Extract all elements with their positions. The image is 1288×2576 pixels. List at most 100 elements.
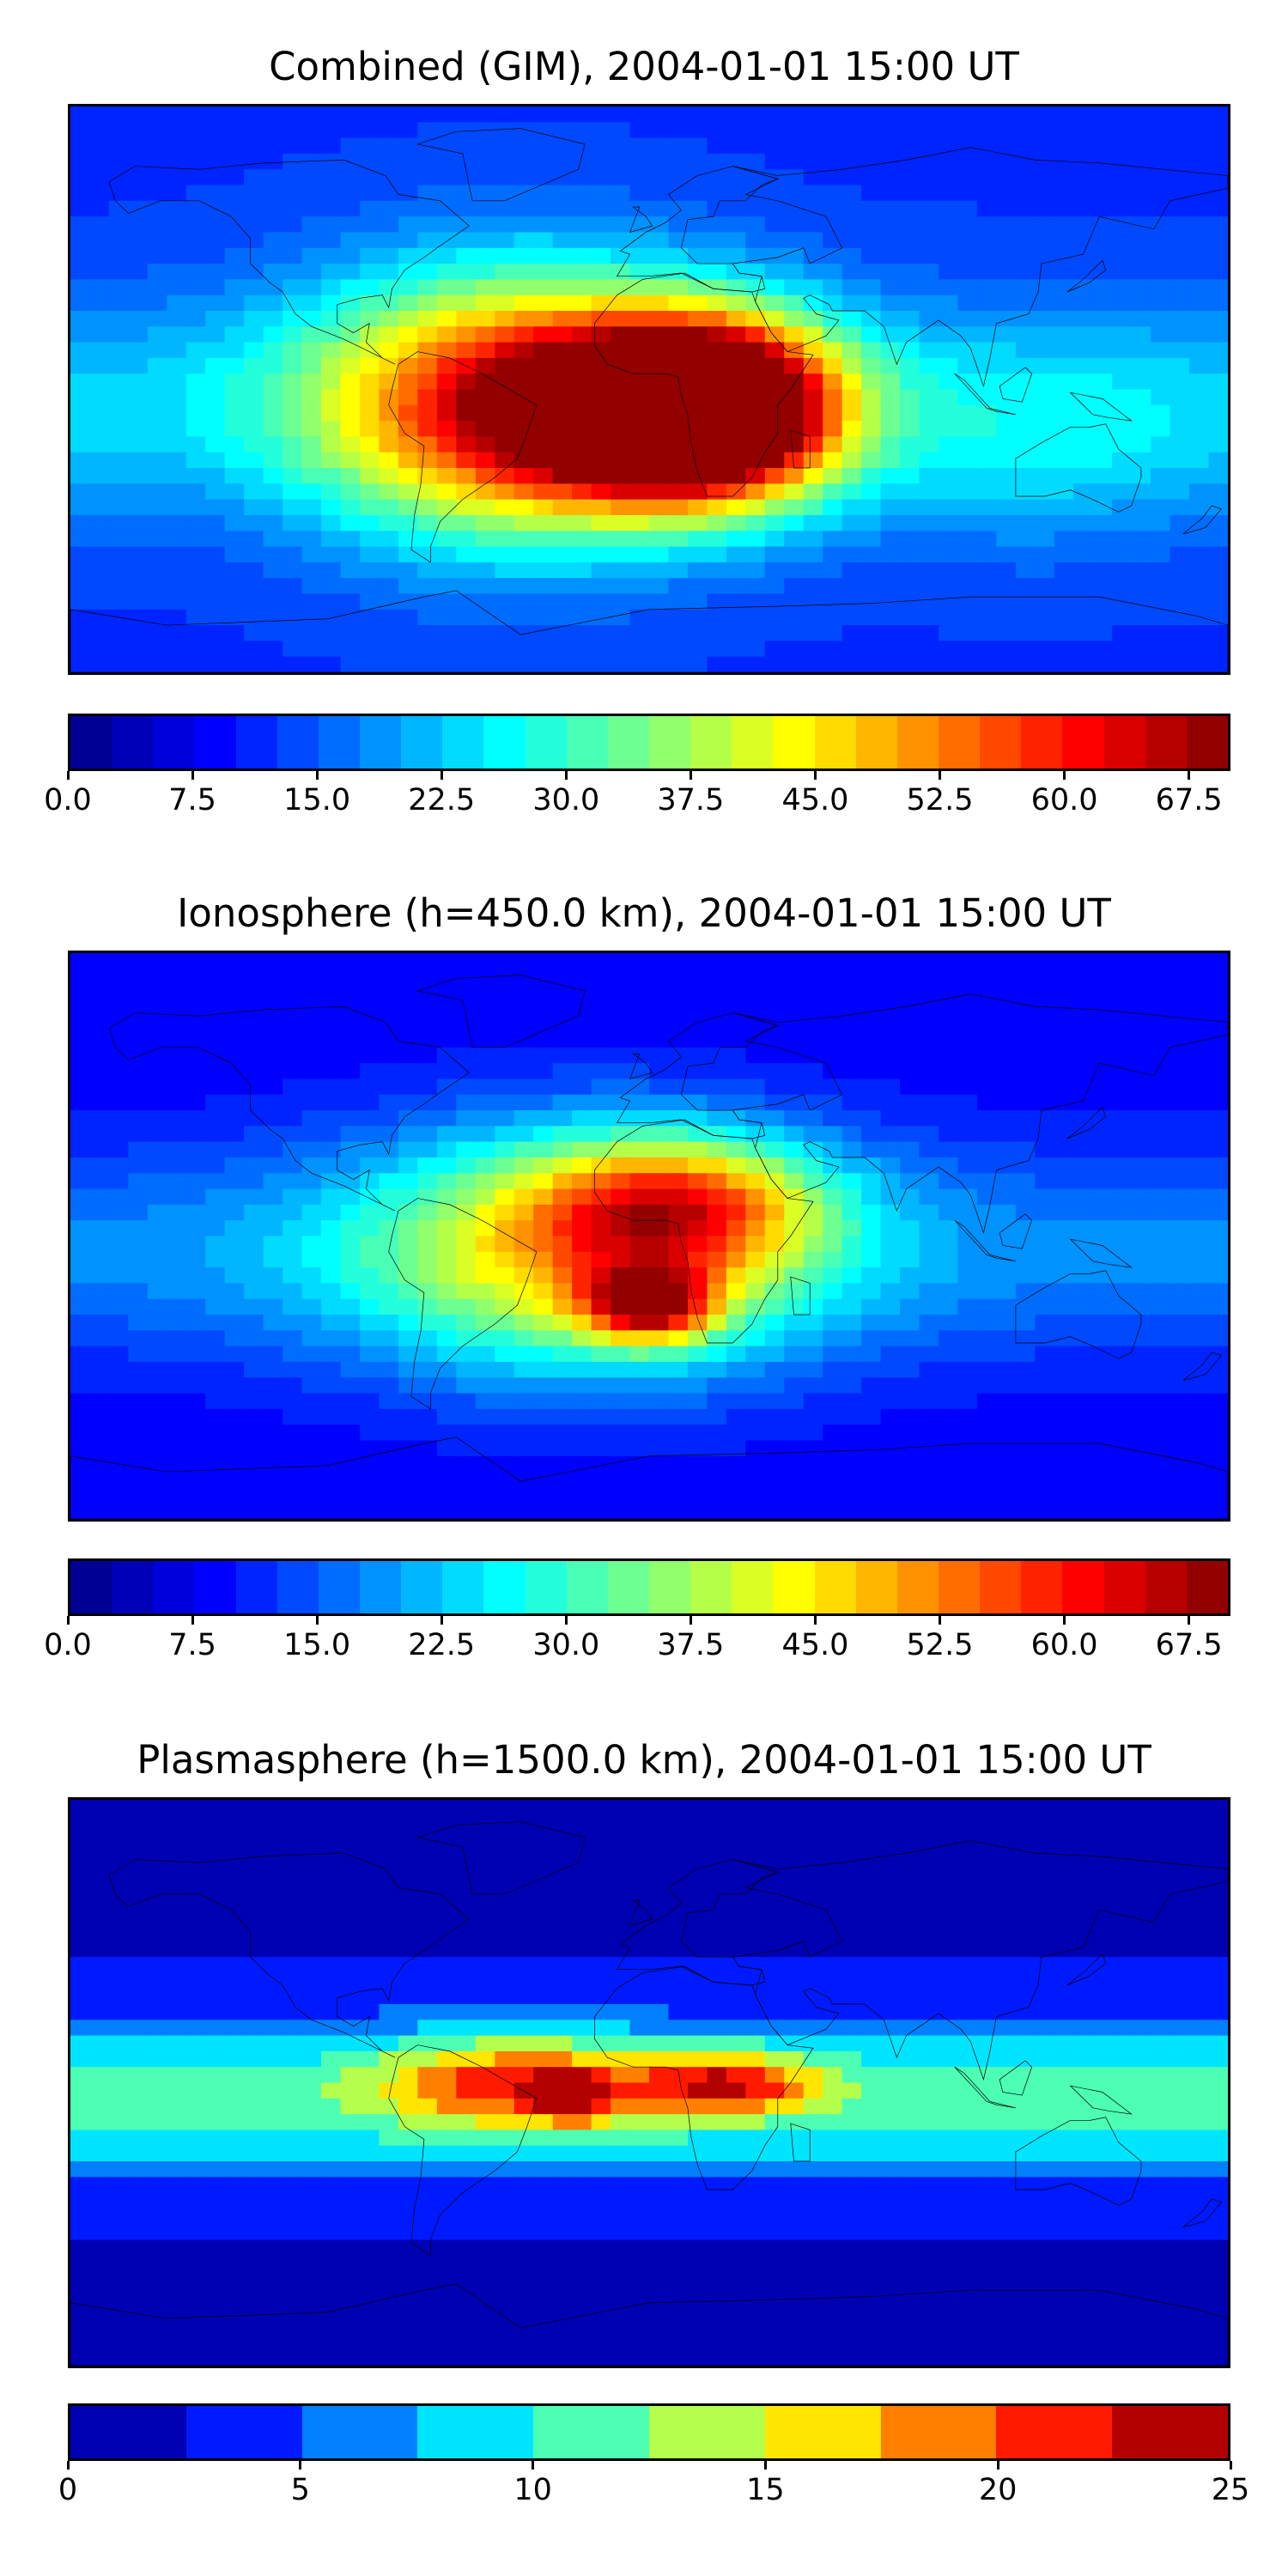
field-cell — [957, 1016, 979, 1033]
field-cell — [495, 514, 515, 532]
field-cell — [1208, 1377, 1228, 1394]
field-cell — [360, 483, 380, 501]
field-cell — [224, 1330, 246, 1347]
field-cell — [1112, 546, 1133, 563]
field-cell — [1131, 1204, 1152, 1222]
field-cell — [1189, 1267, 1210, 1285]
field-cell — [649, 1361, 670, 1379]
field-cell — [861, 232, 882, 249]
field-cell — [321, 106, 342, 124]
field-cell — [379, 374, 400, 391]
field-cell — [167, 656, 187, 672]
field-cell — [475, 1267, 496, 1285]
field-cell — [1035, 247, 1055, 265]
field-cell — [108, 2255, 130, 2273]
field-cell — [263, 562, 284, 580]
field-cell — [128, 1361, 149, 1379]
field-cell — [147, 1141, 168, 1159]
field-cell — [89, 436, 111, 453]
field-cell — [803, 593, 824, 611]
field-cell — [283, 1972, 303, 1990]
field-cell — [900, 984, 920, 1002]
field-cell — [263, 1298, 284, 1316]
field-cell — [784, 1283, 805, 1300]
colorbar-cell — [773, 716, 815, 769]
field-cell — [996, 1455, 1017, 1473]
field-cell — [1131, 641, 1152, 658]
field-cell — [1112, 436, 1133, 453]
field-cell — [70, 122, 91, 139]
field-cell — [687, 374, 708, 391]
field-cell — [880, 1487, 902, 1504]
colorbar-cell — [896, 1561, 939, 1613]
field-cell — [224, 404, 246, 422]
field-cell — [89, 593, 111, 611]
field-cell — [900, 1157, 920, 1175]
field-cell — [552, 641, 574, 658]
field-cell — [1073, 499, 1094, 517]
field-cell — [301, 232, 323, 249]
field-cell — [861, 1188, 882, 1206]
field-cell — [436, 499, 458, 517]
field-cell — [957, 546, 979, 563]
field-cell — [629, 1283, 651, 1300]
field-cell — [263, 641, 284, 658]
field-cell — [861, 452, 882, 470]
field-cell — [185, 1957, 207, 1974]
field-cell — [1112, 1078, 1133, 1096]
field-cell — [379, 404, 400, 422]
field-cell — [475, 546, 496, 563]
field-cell — [321, 1957, 342, 1974]
field-cell — [841, 1204, 863, 1222]
field-cell — [707, 1361, 727, 1379]
field-cell — [263, 1047, 284, 1065]
field-cell — [533, 1220, 554, 1237]
field-cell — [436, 468, 458, 485]
field-cell — [726, 389, 747, 406]
field-cell — [495, 1267, 515, 1285]
field-cell — [340, 562, 361, 580]
field-cell — [803, 1236, 824, 1253]
field-cell — [436, 1472, 458, 1489]
field-cell — [687, 546, 708, 563]
field-cell — [495, 185, 515, 202]
field-cell — [108, 122, 130, 139]
field-cell — [745, 1393, 766, 1410]
field-cell — [321, 2067, 342, 2084]
field-cell — [572, 1393, 592, 1410]
field-cell — [668, 1220, 690, 1237]
field-cell — [436, 122, 458, 139]
field-cell — [360, 1440, 380, 1457]
field-cell — [417, 483, 438, 501]
field-cell — [591, 295, 612, 313]
field-cell — [649, 531, 670, 548]
field-cell — [841, 1346, 863, 1364]
field-cell — [939, 342, 959, 359]
field-cell — [764, 137, 786, 155]
field-cell — [167, 2287, 187, 2304]
field-cell — [224, 1862, 246, 1880]
field-cell — [1112, 1047, 1133, 1065]
field-cell — [957, 185, 979, 202]
field-cell — [263, 310, 284, 328]
field-cell — [552, 247, 574, 265]
field-cell — [263, 1487, 284, 1504]
field-cell — [1015, 1330, 1036, 1347]
field-cell — [668, 421, 690, 438]
field-cell — [436, 295, 458, 313]
field-cell — [880, 247, 902, 265]
field-cell — [1054, 169, 1075, 186]
field-cell — [1015, 1063, 1036, 1080]
field-cell — [1112, 326, 1133, 343]
field-cell — [1189, 374, 1210, 391]
field-cell — [629, 1031, 651, 1048]
field-cell — [70, 546, 91, 563]
field-cell — [784, 374, 805, 391]
field-cell — [1073, 452, 1094, 470]
field-cell — [1131, 137, 1152, 155]
field-cell — [70, 1204, 91, 1222]
field-cell — [128, 1455, 149, 1473]
field-cell — [976, 984, 998, 1002]
field-cell — [398, 421, 419, 438]
field-cell — [823, 1110, 843, 1127]
